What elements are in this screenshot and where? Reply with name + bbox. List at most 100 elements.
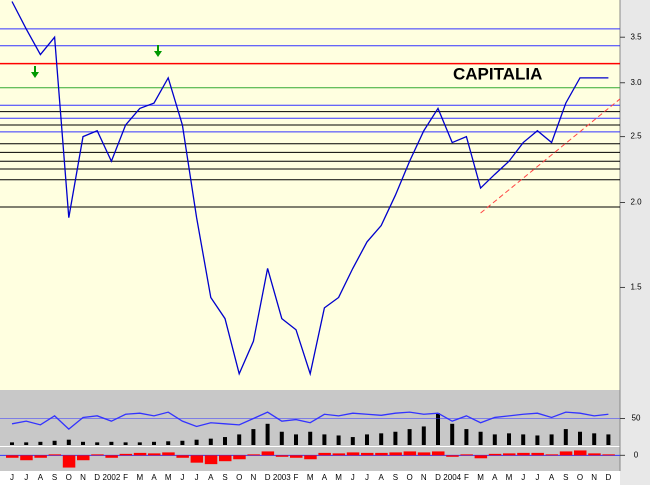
volume-bar <box>52 440 57 445</box>
macd-bar <box>190 455 204 463</box>
price-line <box>11 411 609 430</box>
x-tick-label: S <box>222 473 227 482</box>
x-tick-label: A <box>492 473 498 482</box>
x-tick-label: M <box>307 473 314 482</box>
macd-bar <box>574 450 587 456</box>
price-line <box>11 1 609 377</box>
x-tick-label: A <box>151 473 157 482</box>
x-tick-label: M <box>477 473 484 482</box>
macd-bar <box>432 451 445 456</box>
volume-bar <box>606 434 611 445</box>
macd-bar <box>233 455 246 460</box>
volume-bar <box>350 437 355 445</box>
macd-bar <box>588 453 601 456</box>
macd-bar <box>488 453 502 456</box>
x-tick-label: J <box>24 473 28 482</box>
volume-bar <box>38 441 43 445</box>
volume-bar <box>535 435 540 445</box>
volume-bar <box>194 439 199 445</box>
x-tick-label: J <box>365 473 369 482</box>
macd-bar <box>119 453 133 456</box>
x-tick-label: N <box>591 473 597 482</box>
x-tick-label: M <box>136 473 143 482</box>
volume-bar <box>407 429 412 445</box>
volume-bar <box>237 434 242 445</box>
volume-bar <box>180 440 185 445</box>
volume-bar <box>66 439 71 445</box>
volume-bar <box>123 442 128 445</box>
macd-bar <box>517 452 530 456</box>
down-arrow <box>154 45 162 57</box>
x-tick-label: D <box>265 473 271 482</box>
macd-bar <box>6 455 19 458</box>
x-tick-label: 2004 <box>443 473 461 482</box>
macd-bar <box>460 454 473 456</box>
macd-bar <box>261 451 275 456</box>
volume-bar <box>279 431 284 445</box>
macd-bar <box>77 455 90 461</box>
y-tick-label: 2.0 <box>630 198 642 207</box>
x-tick-label: D <box>94 473 100 482</box>
x-tick-label: A <box>322 473 328 482</box>
x-tick-label: 2002 <box>103 473 121 482</box>
y-tick-label: 2.5 <box>630 132 642 141</box>
macd-bar <box>403 451 417 456</box>
x-tick-label: A <box>208 473 214 482</box>
volume-bar <box>450 423 455 445</box>
volume-bar <box>507 433 511 445</box>
volume-bar <box>549 434 554 445</box>
volume-bar <box>24 442 29 445</box>
x-tick-label: M <box>165 473 172 482</box>
macd-bar <box>375 452 388 456</box>
macd-bar <box>62 455 76 468</box>
macd-bar <box>219 455 232 462</box>
x-tick-label: N <box>251 473 257 482</box>
x-tick-label: O <box>236 473 242 482</box>
y-tick-label: 50 <box>632 414 641 423</box>
volume-bar <box>95 442 100 445</box>
x-tick-label: J <box>180 473 184 482</box>
volume-bar <box>336 435 341 445</box>
macd-bar <box>275 455 289 457</box>
up-arrow <box>31 66 39 78</box>
x-tick-label: J <box>535 473 539 482</box>
volume-bar <box>492 434 497 445</box>
x-tick-label: A <box>38 473 44 482</box>
x-tick-label: S <box>393 473 398 482</box>
volume-bar <box>137 442 142 445</box>
x-tick-label: F <box>294 473 299 482</box>
x-tick-label: D <box>435 473 441 482</box>
volume-bar <box>421 426 426 445</box>
plot-background <box>0 0 620 390</box>
macd-bar <box>602 454 615 456</box>
x-tick-label: J <box>351 473 355 482</box>
volume-bar <box>294 434 298 445</box>
volume-bar <box>251 429 256 445</box>
x-tick-label: O <box>66 473 72 482</box>
y-tick-label: 3.0 <box>630 78 642 87</box>
macd-bar <box>247 454 260 456</box>
x-tick-label: 2003 <box>273 473 291 482</box>
macd-bar <box>162 452 175 456</box>
oscillator-panel <box>0 411 620 445</box>
x-tick-label: F <box>464 473 469 482</box>
volume-bar <box>265 423 270 445</box>
volume-bar <box>464 429 469 445</box>
volume-bar <box>436 413 440 445</box>
macd-bar <box>20 455 33 461</box>
x-tick-label: M <box>335 473 342 482</box>
x-tick-label: J <box>10 473 14 482</box>
volume-bar <box>152 441 156 445</box>
x-tick-label: N <box>80 473 86 482</box>
x-tick-label: M <box>506 473 513 482</box>
macd-bar <box>34 455 47 458</box>
x-tick-label: S <box>52 473 57 482</box>
trend-line <box>480 98 620 214</box>
volume-bar <box>166 441 171 445</box>
x-tick-label: F <box>123 473 128 482</box>
x-tick-label: A <box>549 473 555 482</box>
macd-bar <box>290 455 303 458</box>
macd-bar <box>304 455 317 460</box>
macd-bar <box>48 454 62 456</box>
